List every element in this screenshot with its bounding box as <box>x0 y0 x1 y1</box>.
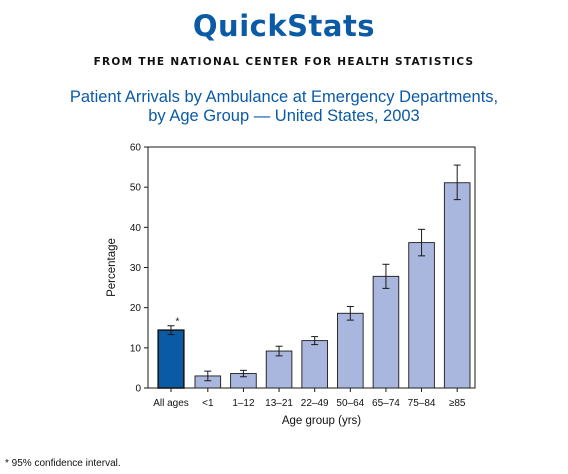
footnote: * 95% confidence interval. <box>5 458 121 469</box>
x-tick-label: 65–74 <box>372 398 400 409</box>
bar <box>408 242 435 389</box>
y-tick-label: 60 <box>130 143 142 154</box>
bar <box>443 182 471 389</box>
bar <box>372 275 400 389</box>
chart-title-line-1: Patient Arrivals by Ambulance at Emergen… <box>69 88 499 106</box>
y-tick-label: 30 <box>130 263 142 274</box>
chart-title: Patient Arrivals by Ambulance at Emergen… <box>0 88 568 126</box>
bar <box>301 340 328 389</box>
x-tick-label: ≥85 <box>449 398 466 409</box>
y-axis-label: Percentage <box>106 238 118 297</box>
source-line: FROM THE NATIONAL CENTER FOR HEALTH STAT… <box>93 56 475 68</box>
quickstats-brand: QuickStats <box>192 9 376 43</box>
chart-title-line-2: by Age Group — United States, 2003 <box>148 107 420 125</box>
x-tick-label: 50–64 <box>336 398 364 409</box>
y-tick-label: 40 <box>130 223 142 234</box>
x-tick-label: 75–84 <box>408 398 436 409</box>
y-tick-label: 0 <box>135 384 141 395</box>
x-tick-label: <1 <box>202 398 214 409</box>
bar <box>265 350 293 389</box>
bar <box>157 329 185 389</box>
x-axis-label: Age group (yrs) <box>282 415 361 427</box>
x-tick-label: 13–21 <box>265 398 293 409</box>
x-tick-label: 1–12 <box>232 398 255 409</box>
y-tick-label: 50 <box>130 183 142 194</box>
y-tick-label: 10 <box>130 343 142 354</box>
x-tick-label: 22–49 <box>301 398 329 409</box>
bar <box>337 312 364 389</box>
x-tick-label: All ages <box>153 398 189 409</box>
y-tick-label: 20 <box>130 303 142 314</box>
bar-chart: 0 10 20 30 40 50 60 Percentage * All ages <1 1–12 13… <box>106 143 476 427</box>
confidence-interval-marker: * <box>176 317 180 328</box>
